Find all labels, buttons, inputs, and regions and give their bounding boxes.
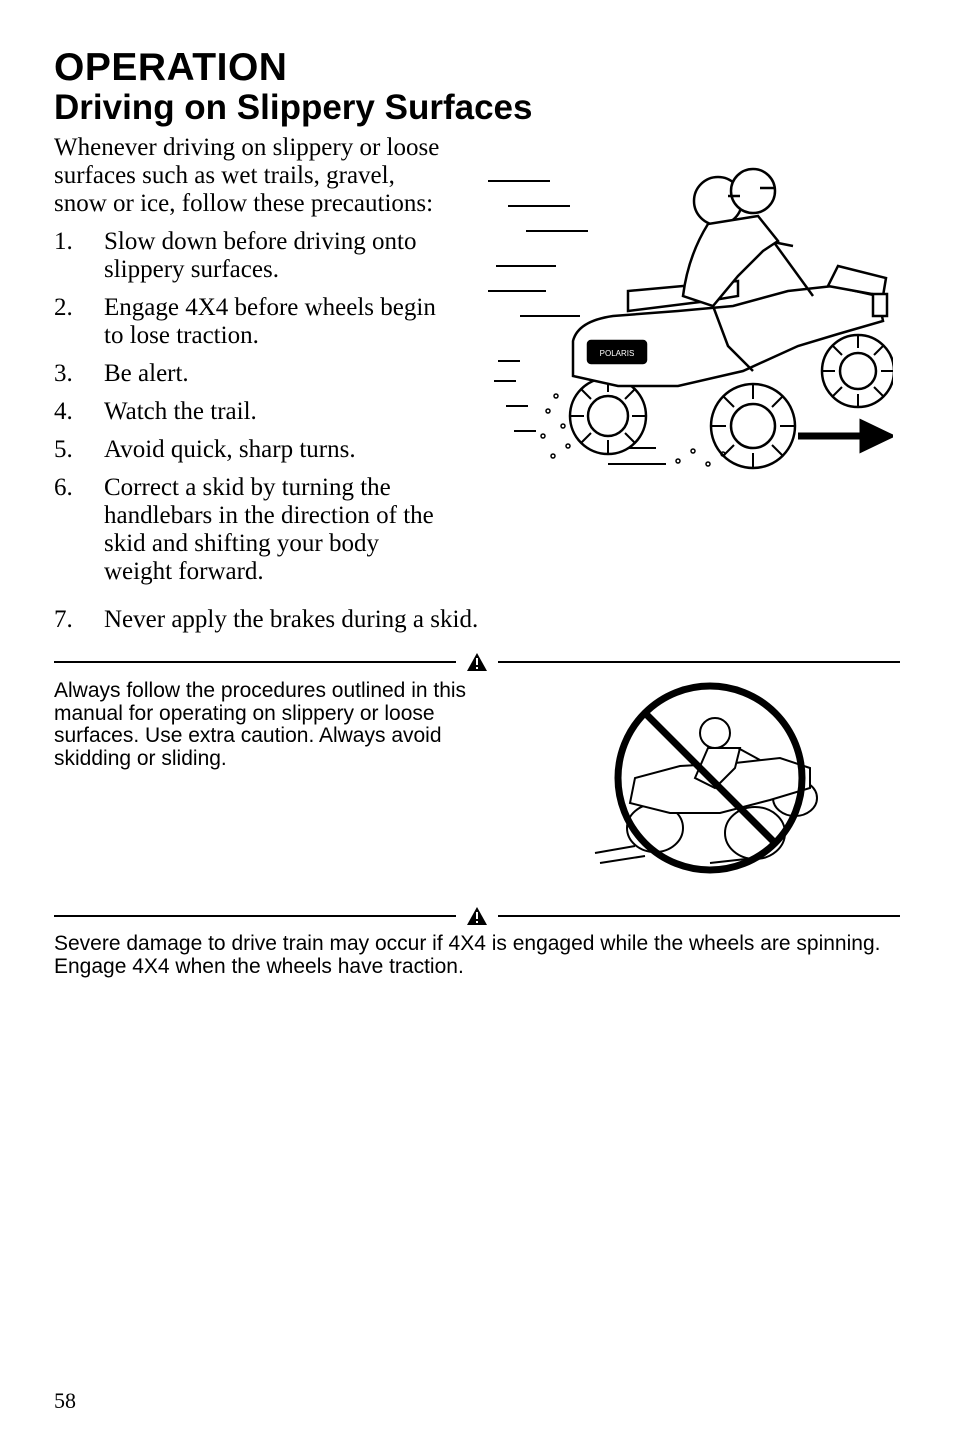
page-number: 58 — [54, 1388, 76, 1414]
step-1: Slow down before driving onto slippery s… — [54, 228, 446, 284]
brand-label: POLARIS — [599, 349, 634, 358]
warning-text: Always follow the procedures outlined in… — [54, 678, 480, 771]
notice-text: Severe damage to drive train may occur i… — [54, 932, 900, 978]
warning-icon — [466, 906, 488, 926]
section-heading: OPERATION — [54, 46, 900, 90]
step-3: Be alert. — [54, 360, 446, 388]
step-5: Avoid quick, sharp turns. — [54, 436, 446, 464]
step-6: Correct a skid by turning the handlebars… — [54, 474, 446, 586]
step-7: 7.Never apply the brakes during a skid. — [54, 606, 900, 634]
prohibit-illustration — [510, 678, 900, 883]
page-title: Driving on Slippery Surfaces — [54, 88, 900, 128]
notice-separator — [54, 906, 900, 926]
intro-text: Whenever driving on slippery or loose su… — [54, 134, 446, 218]
step-4: Watch the trail. — [54, 398, 446, 426]
atv-illustration: POLARIS — [470, 134, 900, 596]
warning-separator — [54, 652, 900, 672]
step-2: Engage 4X4 before wheels begin to lose t… — [54, 294, 446, 350]
warning-icon — [466, 652, 488, 672]
